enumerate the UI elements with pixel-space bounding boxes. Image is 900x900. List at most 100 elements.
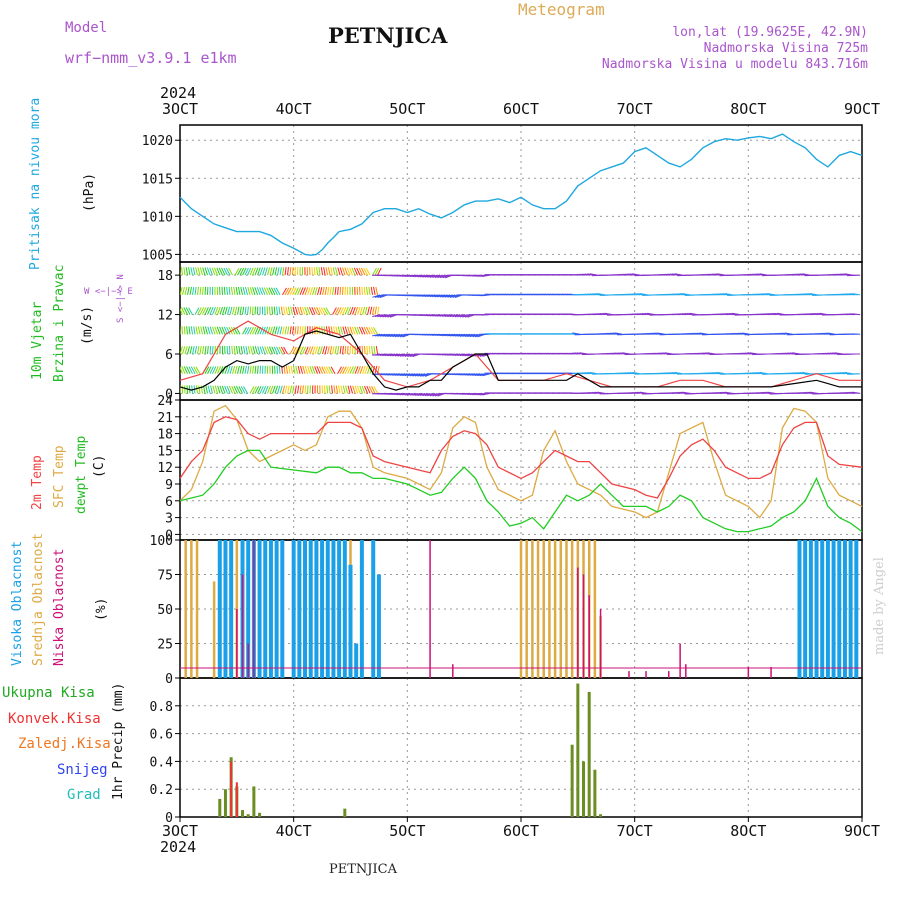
wind-arrow bbox=[271, 306, 274, 315]
wind-arrow bbox=[311, 366, 316, 374]
wind-arrow bbox=[802, 371, 811, 375]
wind-arrow bbox=[186, 366, 191, 374]
wind-arrow bbox=[284, 267, 287, 276]
wind-arrow bbox=[307, 365, 311, 374]
wind-arrow bbox=[354, 306, 359, 315]
wind-arrow bbox=[311, 307, 316, 315]
wind-arrow bbox=[482, 274, 491, 278]
altitude-label: Nadmorska Visina 725m bbox=[703, 41, 868, 56]
low-cloud-bar bbox=[747, 666, 750, 678]
wind-arrow bbox=[233, 345, 236, 355]
wind-arrow bbox=[237, 286, 241, 295]
wind-arrow bbox=[349, 306, 354, 315]
total-precip-bar bbox=[241, 810, 245, 817]
low-cloud-bar bbox=[685, 664, 687, 678]
x-tick-label-bottom: 5OCT bbox=[389, 822, 425, 840]
pressure-line bbox=[179, 133, 863, 256]
wind-arrow bbox=[221, 326, 226, 335]
wind-arrow bbox=[292, 385, 295, 394]
wind-arrow bbox=[282, 385, 286, 394]
conv-precip-bar bbox=[235, 782, 238, 817]
wind-arrow bbox=[307, 287, 311, 296]
wind-arrow bbox=[228, 385, 233, 394]
wind-arrow bbox=[417, 373, 426, 377]
wind-arrow bbox=[186, 326, 188, 335]
wind-arrow bbox=[202, 267, 206, 276]
precip-legend-total: Ukupna Kisa bbox=[2, 685, 95, 701]
wind-arrow bbox=[276, 306, 279, 315]
wind-arrow bbox=[852, 313, 861, 316]
wind-arrow bbox=[181, 307, 186, 315]
wind-arrow bbox=[280, 306, 284, 315]
wind-arrow bbox=[309, 365, 314, 374]
wind-arrow bbox=[332, 267, 336, 276]
wind-arrow bbox=[335, 326, 339, 335]
wind-arrow bbox=[424, 274, 433, 278]
wind-arrow bbox=[449, 333, 458, 337]
wind-arrow bbox=[622, 352, 631, 355]
wind-arrow bbox=[243, 386, 248, 394]
mid-cloud-bar bbox=[531, 540, 534, 678]
sfc-temp-line bbox=[179, 404, 863, 519]
wind-arrow bbox=[324, 346, 328, 355]
wind-arrow bbox=[327, 286, 330, 295]
wind-arrow bbox=[304, 385, 307, 394]
wind-arrow bbox=[239, 267, 245, 276]
wind-arrow bbox=[342, 307, 347, 315]
wind-arrow bbox=[322, 286, 325, 295]
wind-arrow bbox=[190, 267, 193, 276]
wind-arrow bbox=[254, 386, 260, 394]
wind-arrow bbox=[317, 346, 321, 355]
wind-arrow bbox=[269, 306, 271, 315]
high-cloud-bar bbox=[325, 540, 330, 678]
wind-arrow bbox=[184, 346, 188, 355]
wind-arrow bbox=[225, 267, 231, 276]
wind-arrow bbox=[382, 353, 391, 357]
wind-arrow bbox=[302, 365, 306, 374]
wind-arrow bbox=[287, 385, 290, 394]
wind-arrow bbox=[252, 287, 256, 296]
wind-arrow bbox=[414, 274, 423, 278]
wind-arrow bbox=[368, 385, 374, 394]
wind-arrow bbox=[472, 333, 481, 338]
wind-arrow bbox=[294, 385, 297, 394]
wind-arrow bbox=[614, 332, 623, 335]
wind-arrow bbox=[268, 346, 273, 355]
wind-arrow bbox=[279, 385, 283, 394]
wind-arrow bbox=[569, 333, 578, 335]
wind-compass-we: W <−|−> E bbox=[84, 287, 133, 297]
x-tick-label-top: 7OCT bbox=[617, 100, 653, 118]
wind-arrow bbox=[249, 386, 255, 394]
wind-arrow bbox=[382, 333, 391, 337]
high-cloud-bar bbox=[303, 540, 308, 678]
wind-arrow bbox=[319, 346, 323, 355]
wind-arrow bbox=[202, 286, 204, 295]
total-precip-bar bbox=[576, 683, 580, 817]
wind-arrow bbox=[289, 287, 295, 296]
wind-arrow bbox=[357, 366, 361, 374]
wind-arrow bbox=[204, 345, 207, 355]
wind-arrow bbox=[257, 346, 261, 355]
wind-arrow bbox=[370, 286, 374, 295]
wind-arrow bbox=[384, 314, 393, 318]
wind-arrow bbox=[424, 294, 433, 297]
wind-arrow bbox=[362, 365, 366, 374]
wind-arrow bbox=[180, 346, 183, 355]
wind-arrow bbox=[279, 267, 282, 276]
wind-arrow bbox=[397, 373, 406, 376]
wind-arrow bbox=[394, 373, 403, 376]
y-tick-label: 1010 bbox=[142, 210, 173, 225]
wind-arrow bbox=[285, 365, 289, 374]
wind-arrow bbox=[429, 274, 438, 278]
wind-arrow bbox=[307, 385, 309, 394]
wind-arrow bbox=[404, 353, 413, 357]
high-cloud-bar bbox=[359, 540, 364, 678]
wind-arrow bbox=[199, 307, 205, 315]
wind-arrow bbox=[309, 287, 313, 296]
wind-arrow bbox=[219, 385, 223, 394]
wind-arrow bbox=[249, 365, 252, 374]
wind-arrow bbox=[318, 267, 321, 276]
wind-arrow bbox=[579, 352, 588, 355]
wind-arrow bbox=[237, 306, 240, 315]
wind-arrow bbox=[245, 286, 249, 295]
